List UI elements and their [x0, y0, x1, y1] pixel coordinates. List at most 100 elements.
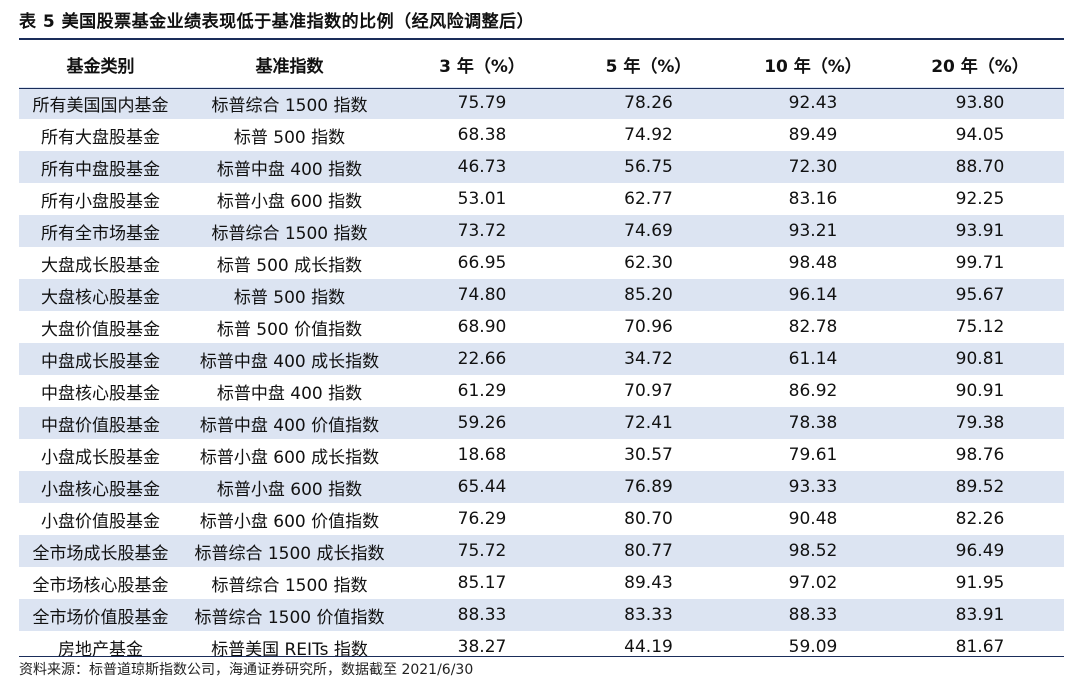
pct-20y-cell: 94.05 — [896, 119, 1064, 151]
table-row: 小盘成长股基金 标普小盘 600 成长指数 18.68 30.57 79.61 98.76 — [19, 439, 1064, 471]
pct-10y-cell: 98.52 — [730, 535, 896, 567]
column-header-3-year: 3 年（%） — [439, 56, 525, 77]
table-row: 中盘价值股基金 标普中盘 400 价值指数 59.26 72.41 78.38 79.38 — [19, 407, 1064, 439]
pct-20y-cell: 92.25 — [896, 183, 1064, 215]
benchmark-cell: 标普综合 1500 指数 — [182, 567, 397, 599]
table-row: 大盘核心股基金 标普 500 指数 74.80 85.20 96.14 95.67 — [19, 279, 1064, 311]
fund-category-cell: 中盘核心股基金 — [19, 375, 182, 407]
pct-5y-cell: 70.96 — [567, 311, 730, 343]
fund-category-cell: 所有小盘股基金 — [19, 183, 182, 215]
benchmark-cell: 标普综合 1500 指数 — [182, 87, 397, 119]
pct-10y-cell: 82.78 — [730, 311, 896, 343]
benchmark-cell: 标普 500 指数 — [182, 119, 397, 151]
column-header-5-year: 5 年（%） — [605, 56, 692, 77]
column-header-benchmark: 基准指数 — [255, 56, 324, 77]
pct-10y-cell: 88.33 — [730, 599, 896, 631]
pct-3y-cell: 85.17 — [397, 567, 567, 599]
table-row: 小盘价值股基金 标普小盘 600 价值指数 76.29 80.70 90.48 82.26 — [19, 503, 1064, 535]
pct-20y-cell: 91.95 — [896, 567, 1064, 599]
pct-5y-cell: 62.77 — [567, 183, 730, 215]
pct-10y-cell: 83.16 — [730, 183, 896, 215]
column-header-fund-category: 基金类别 — [66, 56, 135, 77]
pct-10y-cell: 90.48 — [730, 503, 896, 535]
benchmark-cell: 标普 500 成长指数 — [182, 247, 397, 279]
pct-10y-cell: 93.33 — [730, 471, 896, 503]
pct-3y-cell: 68.38 — [397, 119, 567, 151]
benchmark-cell: 标普 500 指数 — [182, 279, 397, 311]
pct-20y-cell: 98.76 — [896, 439, 1064, 471]
table-row: 中盘核心股基金 标普中盘 400 指数 61.29 70.97 86.92 90.91 — [19, 375, 1064, 407]
pct-3y-cell: 65.44 — [397, 471, 567, 503]
pct-3y-cell: 88.33 — [397, 599, 567, 631]
benchmark-cell: 标普小盘 600 价值指数 — [182, 503, 397, 535]
fund-category-cell: 全市场价值股基金 — [19, 599, 182, 631]
pct-5y-cell: 74.69 — [567, 215, 730, 247]
benchmark-cell: 标普小盘 600 成长指数 — [182, 439, 397, 471]
pct-5y-cell: 74.92 — [567, 119, 730, 151]
fund-category-cell: 小盘成长股基金 — [19, 439, 182, 471]
pct-3y-cell: 18.68 — [397, 439, 567, 471]
pct-3y-cell: 68.90 — [397, 311, 567, 343]
pct-10y-cell: 79.61 — [730, 439, 896, 471]
pct-20y-cell: 88.70 — [896, 151, 1064, 183]
table-row: 全市场核心股基金 标普综合 1500 指数 85.17 89.43 97.02 91.95 — [19, 567, 1064, 599]
pct-5y-cell: 70.97 — [567, 375, 730, 407]
benchmark-cell: 标普综合 1500 成长指数 — [182, 535, 397, 567]
pct-10y-cell: 93.21 — [730, 215, 896, 247]
pct-5y-cell: 89.43 — [567, 567, 730, 599]
header-row: 基金类别 基准指数 3 年（%） 5 年（%） 10 年（%） 20 年（%） — [19, 41, 1064, 87]
pct-3y-cell: 53.01 — [397, 183, 567, 215]
fund-performance-table: 基金类别 基准指数 3 年（%） 5 年（%） 10 年（%） 20 年（%） … — [19, 41, 1064, 663]
table-row: 所有中盘股基金 标普中盘 400 指数 46.73 56.75 72.30 88.70 — [19, 151, 1064, 183]
pct-20y-cell: 83.91 — [896, 599, 1064, 631]
fund-category-cell: 小盘核心股基金 — [19, 471, 182, 503]
table-row: 所有美国国内基金 标普综合 1500 指数 75.79 78.26 92.43 93.80 — [19, 87, 1064, 119]
pct-20y-cell: 93.91 — [896, 215, 1064, 247]
benchmark-cell: 标普中盘 400 成长指数 — [182, 343, 397, 375]
fund-category-cell: 房地产基金 — [19, 631, 182, 663]
pct-10y-cell: 61.14 — [730, 343, 896, 375]
table-row: 全市场价值股基金 标普综合 1500 价值指数 88.33 83.33 88.33 83.… — [19, 599, 1064, 631]
pct-3y-cell: 75.79 — [397, 87, 567, 119]
benchmark-cell: 标普综合 1500 价值指数 — [182, 599, 397, 631]
pct-3y-cell: 75.72 — [397, 535, 567, 567]
pct-5y-cell: 62.30 — [567, 247, 730, 279]
pct-3y-cell: 38.27 — [397, 631, 567, 663]
pct-3y-cell: 76.29 — [397, 503, 567, 535]
pct-20y-cell: 75.12 — [896, 311, 1064, 343]
fund-category-cell: 大盘成长股基金 — [19, 247, 182, 279]
fund-category-cell: 大盘价值股基金 — [19, 311, 182, 343]
pct-3y-cell: 22.66 — [397, 343, 567, 375]
header-rule — [19, 88, 1064, 89]
pct-3y-cell: 61.29 — [397, 375, 567, 407]
table-row: 中盘成长股基金 标普中盘 400 成长指数 22.66 34.72 61.14 90.81 — [19, 343, 1064, 375]
table-row: 全市场成长股基金 标普综合 1500 成长指数 75.72 80.77 98.52 96.… — [19, 535, 1064, 567]
pct-20y-cell: 90.81 — [896, 343, 1064, 375]
fund-category-cell: 中盘成长股基金 — [19, 343, 182, 375]
pct-5y-cell: 78.26 — [567, 87, 730, 119]
pct-5y-cell: 30.57 — [567, 439, 730, 471]
pct-5y-cell: 44.19 — [567, 631, 730, 663]
bottom-rule — [19, 656, 1064, 657]
table-row: 大盘价值股基金 标普 500 价值指数 68.90 70.96 82.78 75.12 — [19, 311, 1064, 343]
table-row: 房地产基金 标普美国 REITs 指数 38.27 44.19 59.09 81.67 — [19, 631, 1064, 663]
pct-10y-cell: 89.49 — [730, 119, 896, 151]
fund-category-cell: 全市场核心股基金 — [19, 567, 182, 599]
pct-10y-cell: 59.09 — [730, 631, 896, 663]
pct-20y-cell: 90.91 — [896, 375, 1064, 407]
pct-5y-cell: 85.20 — [567, 279, 730, 311]
fund-category-cell: 全市场成长股基金 — [19, 535, 182, 567]
top-rule — [19, 38, 1064, 40]
table-row: 所有小盘股基金 标普小盘 600 指数 53.01 62.77 83.16 92.25 — [19, 183, 1064, 215]
pct-5y-cell: 80.77 — [567, 535, 730, 567]
table-header: 基金类别 基准指数 3 年（%） 5 年（%） 10 年（%） 20 年（%） — [19, 41, 1064, 87]
pct-5y-cell: 34.72 — [567, 343, 730, 375]
pct-10y-cell: 98.48 — [730, 247, 896, 279]
pct-3y-cell: 59.26 — [397, 407, 567, 439]
pct-20y-cell: 96.49 — [896, 535, 1064, 567]
benchmark-cell: 标普小盘 600 指数 — [182, 471, 397, 503]
fund-category-cell: 所有美国国内基金 — [19, 87, 182, 119]
pct-20y-cell: 95.67 — [896, 279, 1064, 311]
fund-category-cell: 大盘核心股基金 — [19, 279, 182, 311]
